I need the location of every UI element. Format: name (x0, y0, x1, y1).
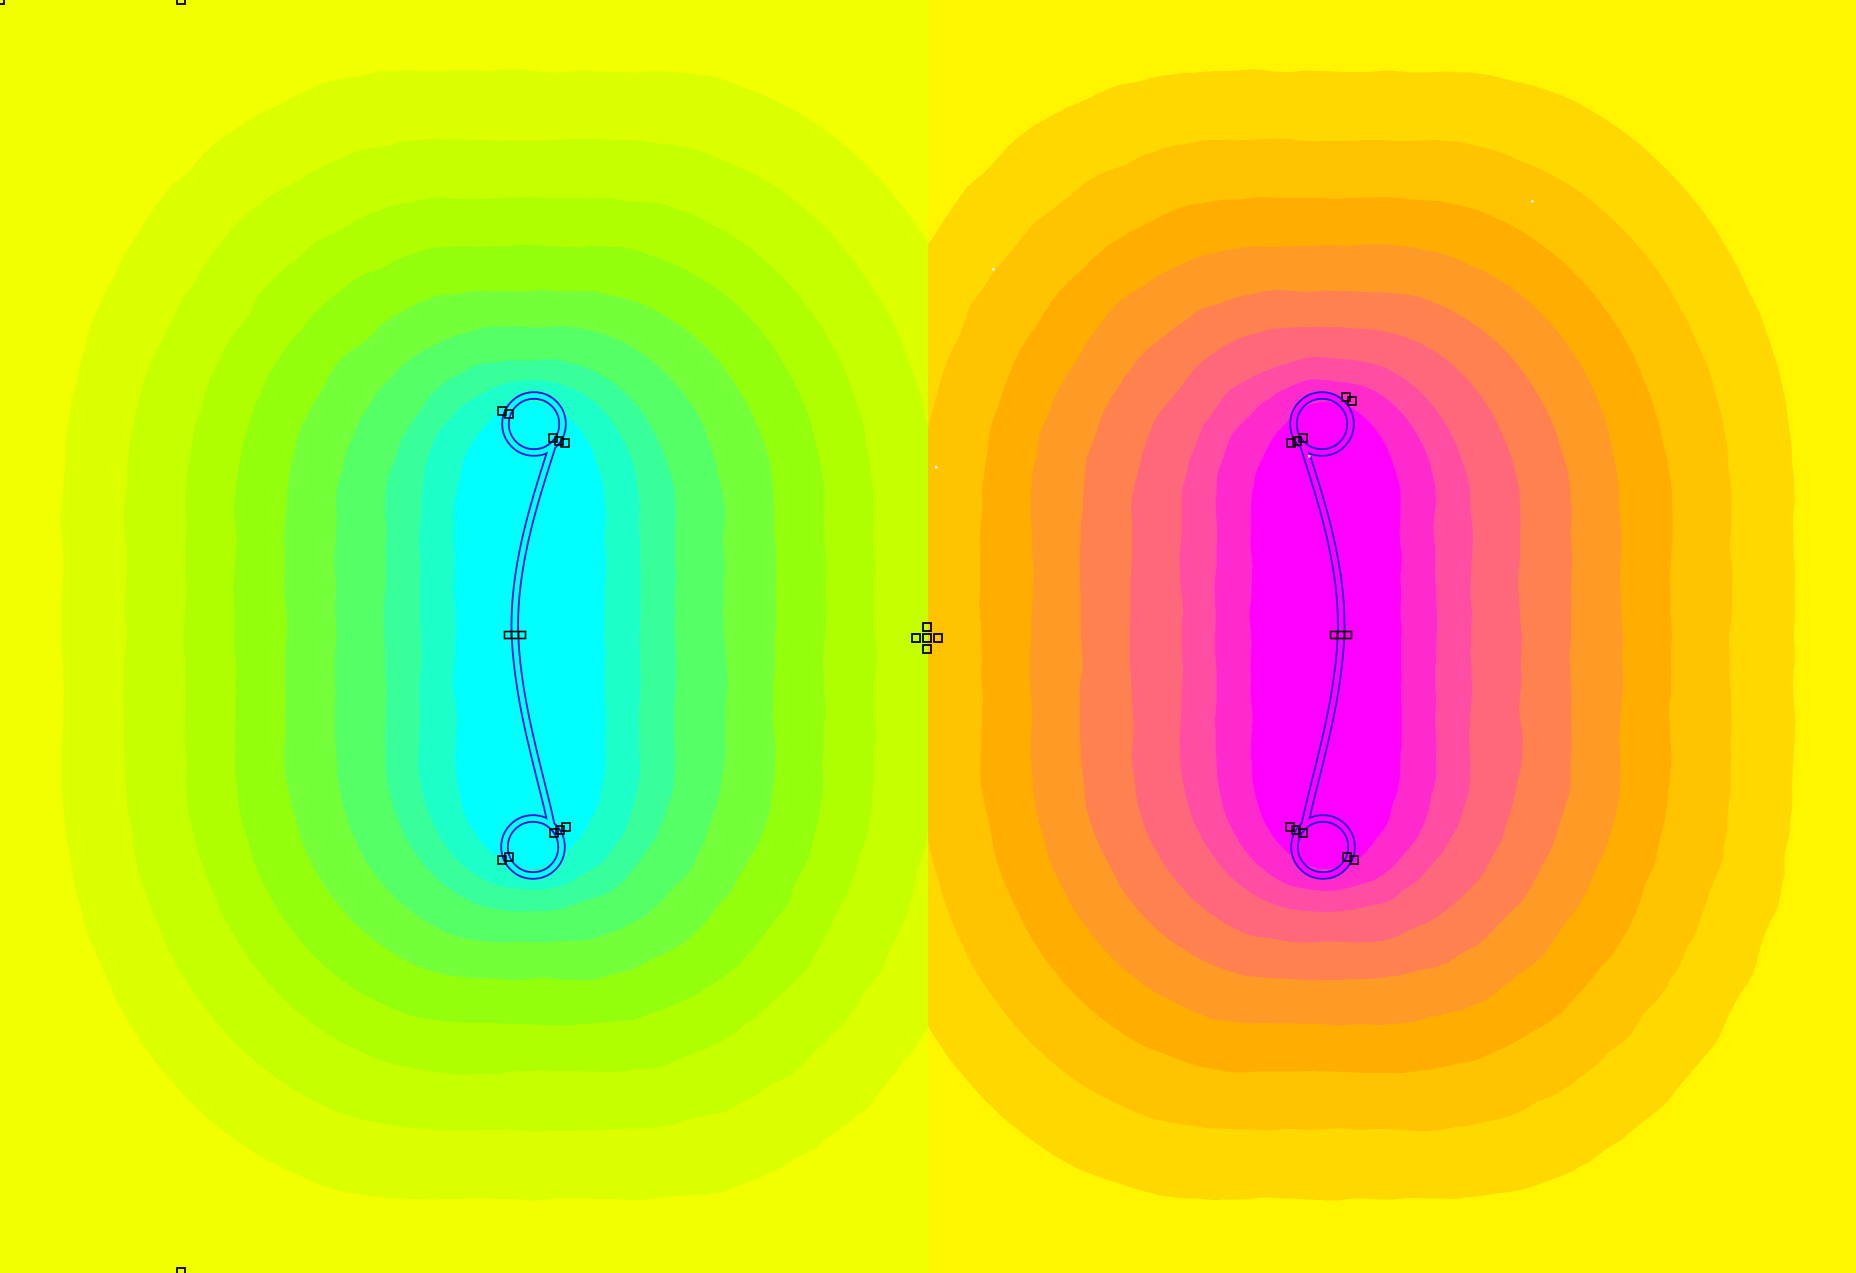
node-handle[interactable] (1342, 852, 1352, 862)
node-handle[interactable] (560, 438, 570, 448)
node-handle[interactable] (548, 433, 558, 443)
panel-left-field (0, 0, 928, 1273)
node-handle[interactable] (555, 825, 565, 835)
node-handle[interactable] (1291, 825, 1301, 835)
contour-band (1251, 402, 1401, 868)
left-field-bands (0, 0, 928, 1273)
node-handle[interactable] (561, 822, 571, 832)
node-handle[interactable] (1286, 438, 1296, 448)
center-selection-handle[interactable] (933, 633, 943, 643)
node-handle[interactable] (1343, 630, 1353, 640)
center-selection-handle[interactable] (922, 622, 932, 632)
speck (1308, 455, 1311, 458)
wire-loop-core (502, 816, 564, 878)
speck (992, 268, 995, 271)
left-field-handles (497, 406, 571, 865)
left-field-wire (500, 391, 567, 880)
speck (1531, 200, 1534, 203)
wire-loop-core (1291, 393, 1353, 455)
node-handle[interactable] (549, 828, 559, 838)
node-handle[interactable] (497, 406, 507, 416)
speck (935, 466, 938, 469)
node-handle[interactable] (1298, 828, 1308, 838)
node-handle[interactable] (1292, 436, 1302, 446)
node-handle[interactable] (517, 630, 527, 640)
node-handle[interactable] (1349, 855, 1359, 865)
node-handle[interactable] (497, 855, 507, 865)
node-handle[interactable] (1347, 396, 1357, 406)
wire-loop-core (1292, 816, 1354, 878)
center-selection-handle[interactable] (922, 633, 932, 643)
node-handle[interactable] (504, 852, 514, 862)
node-handle[interactable] (504, 409, 514, 419)
wire-loop-core (503, 393, 565, 455)
selection-markers (0, 0, 1534, 1273)
node-handle[interactable] (554, 436, 564, 446)
center-selection-handle[interactable] (911, 633, 921, 643)
panel-right-field (928, 0, 1856, 1273)
contour-band (455, 402, 605, 868)
edge-selection-handle[interactable] (176, 0, 186, 5)
node-handle[interactable] (1285, 822, 1295, 832)
edge-selection-handle[interactable] (176, 1267, 186, 1273)
center-selection-handle[interactable] (922, 644, 932, 654)
right-field-bands (928, 0, 1856, 1273)
node-handle[interactable] (1298, 433, 1308, 443)
right-field-wire (1289, 391, 1356, 880)
right-field-handles (1285, 392, 1359, 865)
wire-channel-core (1301, 444, 1344, 827)
wire-channel-core (512, 444, 555, 827)
